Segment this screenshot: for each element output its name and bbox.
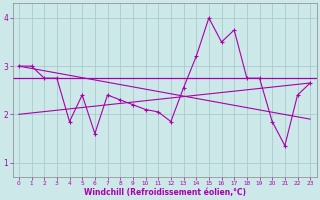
X-axis label: Windchill (Refroidissement éolien,°C): Windchill (Refroidissement éolien,°C) bbox=[84, 188, 245, 197]
